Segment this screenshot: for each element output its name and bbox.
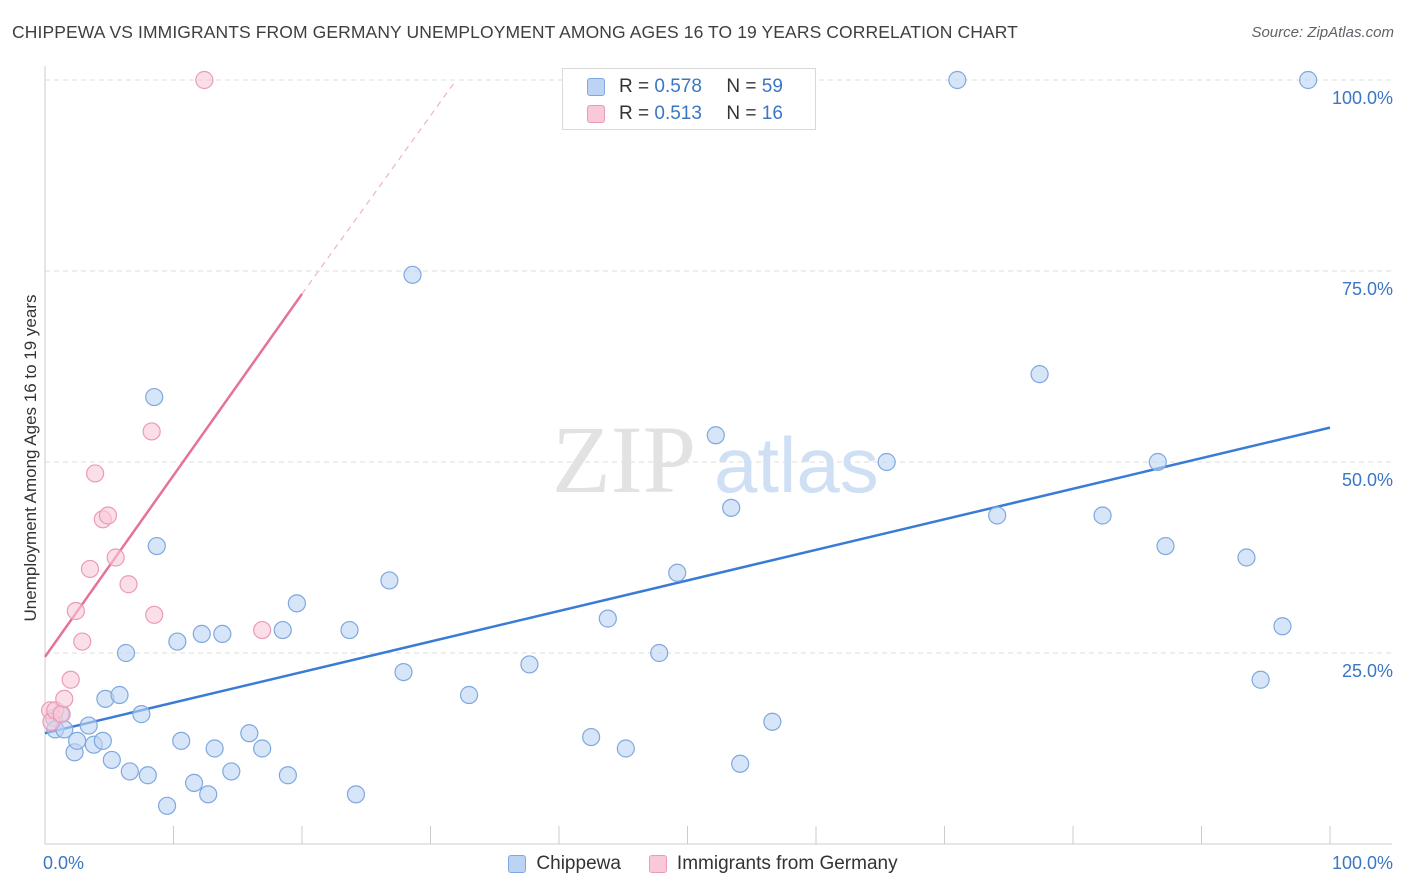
legend-r-value-germany: 0.513 <box>654 103 726 125</box>
data-point-chippewa <box>764 713 781 730</box>
data-point-chippewa <box>223 763 240 780</box>
data-point-chippewa <box>395 664 412 681</box>
data-point-germany <box>99 507 116 524</box>
data-point-germany <box>146 606 163 623</box>
data-point-chippewa <box>521 656 538 673</box>
data-point-chippewa <box>599 610 616 627</box>
data-point-chippewa <box>1031 366 1048 383</box>
data-point-chippewa <box>133 706 150 723</box>
series-name-chippewa: Chippewa <box>536 853 621 875</box>
data-point-chippewa <box>732 755 749 772</box>
data-point-germany <box>120 576 137 593</box>
legend-row-germany: R = 0.513 N = 16 <box>587 102 783 126</box>
series-legend: Chippewa Immigrants from Germany <box>0 851 1406 877</box>
data-point-chippewa <box>111 687 128 704</box>
series-swatch-germany <box>649 855 667 873</box>
data-point-chippewa <box>288 595 305 612</box>
y-tick-label: 25.0% <box>1342 661 1393 681</box>
y-tick-label: 100.0% <box>1332 88 1393 108</box>
data-point-chippewa <box>1252 671 1269 688</box>
data-point-chippewa <box>274 622 291 639</box>
data-point-chippewa <box>723 499 740 516</box>
data-point-chippewa <box>878 454 895 471</box>
data-point-chippewa <box>404 266 421 283</box>
watermark-atlas: atlas <box>714 421 879 509</box>
legend-n-value-chippewa: 59 <box>762 76 783 98</box>
legend-n-label: N = <box>726 76 756 98</box>
data-point-chippewa <box>461 687 478 704</box>
correlation-legend: R = 0.578 N = 59 R = 0.513 N = 16 <box>562 68 816 130</box>
watermark-zip: ZIP <box>552 406 696 513</box>
trendline-germany <box>45 294 302 657</box>
legend-swatch-chippewa <box>587 78 605 96</box>
y-tick-label: 75.0% <box>1342 279 1393 299</box>
data-point-chippewa <box>69 732 86 749</box>
data-point-chippewa <box>381 572 398 589</box>
data-point-germany <box>62 671 79 688</box>
series-swatch-chippewa <box>508 855 526 873</box>
data-point-chippewa <box>583 729 600 746</box>
data-point-chippewa <box>1300 72 1317 89</box>
data-point-chippewa <box>241 725 258 742</box>
data-point-chippewa <box>159 797 176 814</box>
data-point-chippewa <box>989 507 1006 524</box>
data-point-chippewa <box>206 740 223 757</box>
series-name-germany: Immigrants from Germany <box>677 853 898 875</box>
data-point-chippewa <box>1238 549 1255 566</box>
data-point-germany <box>196 72 213 89</box>
data-point-chippewa <box>949 72 966 89</box>
y-tick-label: 50.0% <box>1342 470 1393 490</box>
legend-n-value-germany: 16 <box>762 103 783 125</box>
data-point-chippewa <box>341 622 358 639</box>
data-point-germany <box>254 622 271 639</box>
data-point-chippewa <box>1094 507 1111 524</box>
data-point-chippewa <box>347 786 364 803</box>
legend-r-value-chippewa: 0.578 <box>654 76 726 98</box>
data-point-germany <box>56 690 73 707</box>
data-point-chippewa <box>117 645 134 662</box>
data-point-chippewa <box>139 767 156 784</box>
data-point-chippewa <box>186 774 203 791</box>
legend-r-label: R = <box>619 103 649 125</box>
series-legend-germany: Immigrants from Germany <box>649 853 898 875</box>
data-point-germany <box>74 633 91 650</box>
data-point-germany <box>67 602 84 619</box>
data-point-chippewa <box>173 732 190 749</box>
data-point-chippewa <box>121 763 138 780</box>
data-point-chippewa <box>1157 538 1174 555</box>
data-point-chippewa <box>254 740 271 757</box>
data-point-chippewa <box>148 538 165 555</box>
data-point-chippewa <box>279 767 296 784</box>
data-point-chippewa <box>146 389 163 406</box>
data-point-chippewa <box>651 645 668 662</box>
data-point-chippewa <box>214 625 231 642</box>
legend-swatch-germany <box>587 105 605 123</box>
data-point-chippewa <box>617 740 634 757</box>
data-point-germany <box>107 549 124 566</box>
scatter-chart: ZIP atlas 25.0%50.0%75.0%100.0%0.0% 100.0… <box>0 0 1406 892</box>
data-point-chippewa <box>669 564 686 581</box>
data-point-chippewa <box>94 732 111 749</box>
y-axis-label: Unemployment Among Ages 16 to 19 years <box>21 295 40 622</box>
data-point-germany <box>53 706 70 723</box>
data-point-germany <box>81 560 98 577</box>
legend-n-label: N = <box>726 103 756 125</box>
data-point-chippewa <box>1149 454 1166 471</box>
grid-lines <box>45 80 1392 653</box>
trendline-germany-extension <box>302 80 456 294</box>
data-point-chippewa <box>1274 618 1291 635</box>
data-point-germany <box>87 465 104 482</box>
series-legend-chippewa: Chippewa <box>508 853 621 875</box>
data-point-chippewa <box>200 786 217 803</box>
legend-r-label: R = <box>619 76 649 98</box>
data-point-chippewa <box>169 633 186 650</box>
data-point-chippewa <box>80 717 97 734</box>
legend-row-chippewa: R = 0.578 N = 59 <box>587 75 783 99</box>
data-point-germany <box>143 423 160 440</box>
data-point-chippewa <box>103 751 120 768</box>
data-point-chippewa <box>193 625 210 642</box>
data-point-chippewa <box>707 427 724 444</box>
